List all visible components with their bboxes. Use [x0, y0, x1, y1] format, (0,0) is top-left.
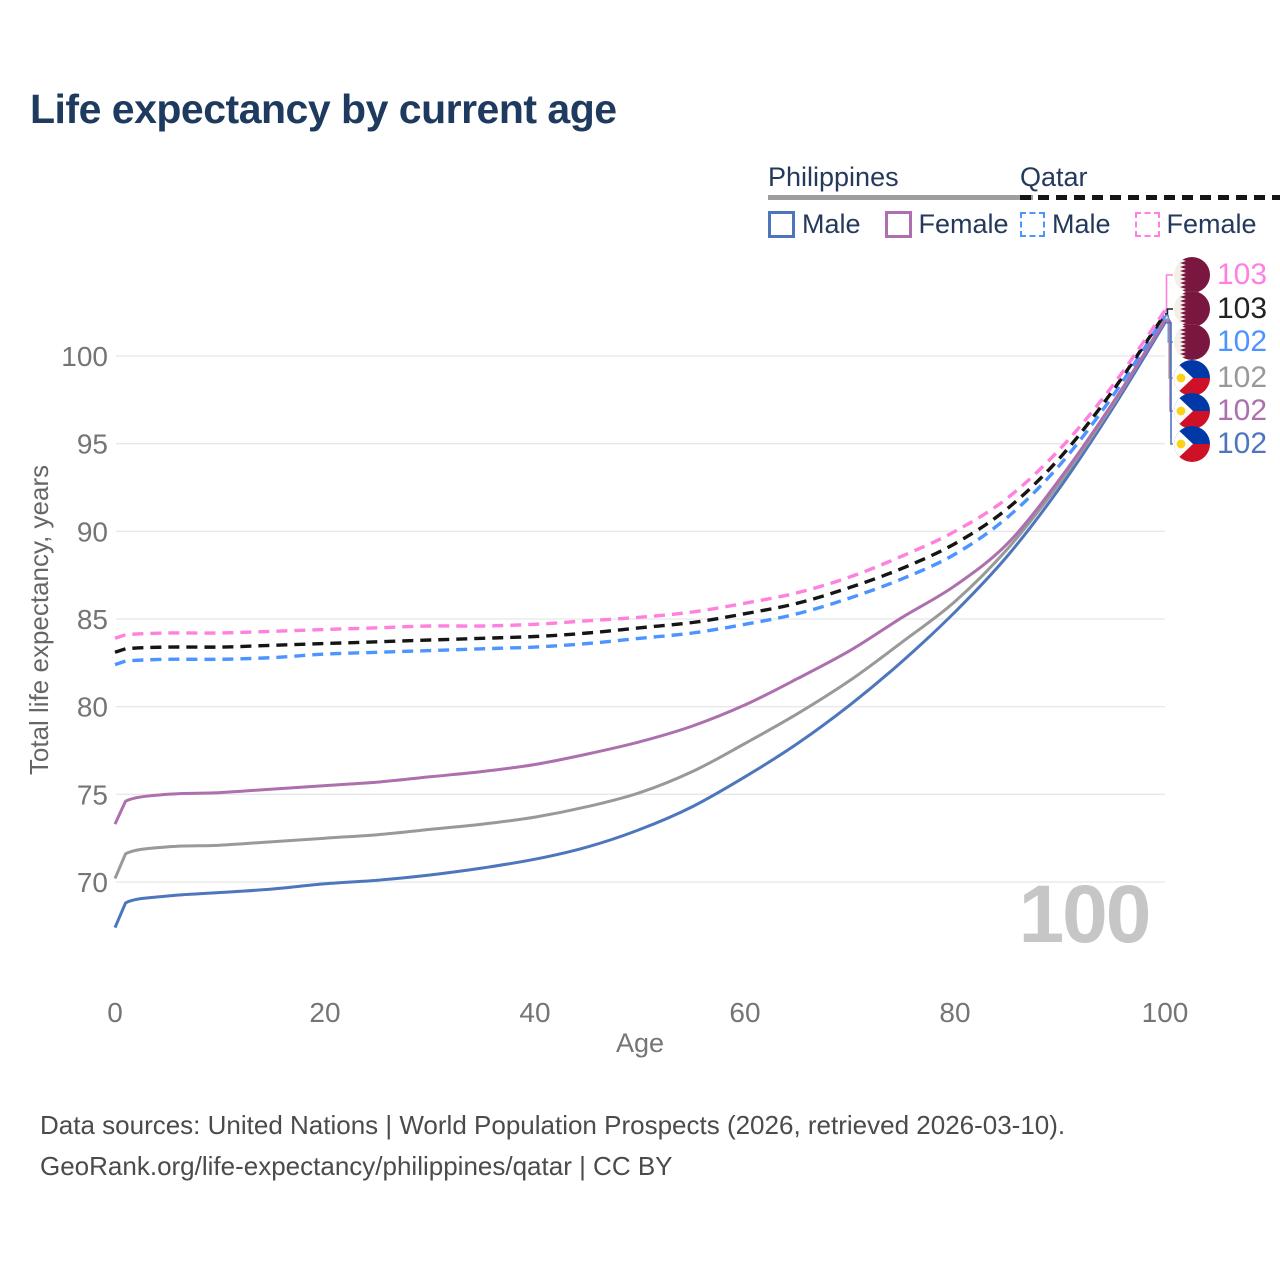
- legend-heading-philippines[interactable]: Philippines: [768, 162, 899, 192]
- y-tick-label: 80: [77, 692, 108, 723]
- qatar-female-swatch-icon[interactable]: [1134, 212, 1160, 237]
- qatar-flag-icon: [1174, 291, 1210, 327]
- end-label-philippines-male: 102: [1174, 426, 1267, 462]
- philippines-combined-line-swatch: [768, 195, 1033, 200]
- end-label-qatar-female: 103: [1174, 257, 1267, 293]
- legend-item-philippines-female[interactable]: Female: [918, 209, 1009, 239]
- chart-title: Life expectancy by current age: [30, 86, 617, 132]
- end-label-philippines-female: 102: [1174, 393, 1267, 429]
- end-label-philippines-both: 102: [1174, 360, 1267, 396]
- x-tick-label: 20: [309, 997, 340, 1028]
- series-line-qatar-female: [114, 309, 1167, 640]
- x-tick-label: 60: [729, 997, 760, 1028]
- footer: Data sources: United Nations | World Pop…: [40, 1105, 1065, 1187]
- series-line-qatar: [114, 312, 1167, 654]
- y-tick-label: 85: [77, 604, 108, 635]
- footer-data-sources: Data sources: United Nations | World Pop…: [40, 1110, 1066, 1140]
- y-tick-label: 100: [61, 341, 108, 372]
- legend-group-qatar: Qatar Male Female: [1020, 162, 1280, 240]
- x-tick-label: 0: [107, 997, 123, 1028]
- y-tick-label: 95: [77, 429, 108, 460]
- philippines-flag-icon: [1174, 393, 1210, 429]
- legend-item-qatar-male[interactable]: Male: [1052, 209, 1111, 239]
- qatar-flag-icon: [1174, 257, 1210, 293]
- leader-line: [1165, 308, 1173, 315]
- leader-line: [1165, 321, 1173, 445]
- philippines-flag-icon: [1174, 360, 1210, 396]
- y-tick-label: 70: [77, 867, 108, 898]
- philippines-flag-icon: [1174, 426, 1210, 462]
- legend-item-qatar-female[interactable]: Female: [1166, 209, 1257, 239]
- legend-group-philippines: Philippines Male Female: [768, 162, 1033, 240]
- x-axis-title: Age: [616, 1028, 664, 1058]
- philippines-female-swatch-icon[interactable]: [884, 211, 912, 238]
- x-tick-label: 80: [939, 997, 970, 1028]
- series-line-philippines-male: [113, 321, 1167, 929]
- y-axis-title: Total life expectancy, years: [24, 465, 54, 775]
- legend-item-philippines-male[interactable]: Male: [802, 209, 861, 239]
- series-line-philippines: [113, 318, 1167, 880]
- series-line-philippines-female: [113, 320, 1167, 825]
- end-label-qatar-both: 103: [1174, 291, 1267, 327]
- age-watermark: 100: [1018, 869, 1152, 960]
- series-line-qatar-male: [114, 314, 1167, 667]
- leader-line: [1165, 274, 1173, 312]
- x-tick-label: 40: [519, 997, 550, 1028]
- philippines-male-swatch-icon[interactable]: [768, 211, 795, 238]
- y-tick-label: 75: [77, 779, 108, 810]
- qatar-male-swatch-icon[interactable]: [1020, 212, 1045, 237]
- qatar-flag-icon: [1174, 324, 1210, 360]
- x-tick-label: 100: [1142, 997, 1189, 1028]
- qatar-combined-line-swatch: [1020, 195, 1280, 200]
- footer-attribution: GeoRank.org/life-expectancy/philippines/…: [40, 1151, 673, 1181]
- legend-heading-qatar[interactable]: Qatar: [1020, 162, 1088, 192]
- end-label-qatar-male: 102: [1174, 324, 1267, 360]
- y-tick-label: 90: [77, 516, 108, 547]
